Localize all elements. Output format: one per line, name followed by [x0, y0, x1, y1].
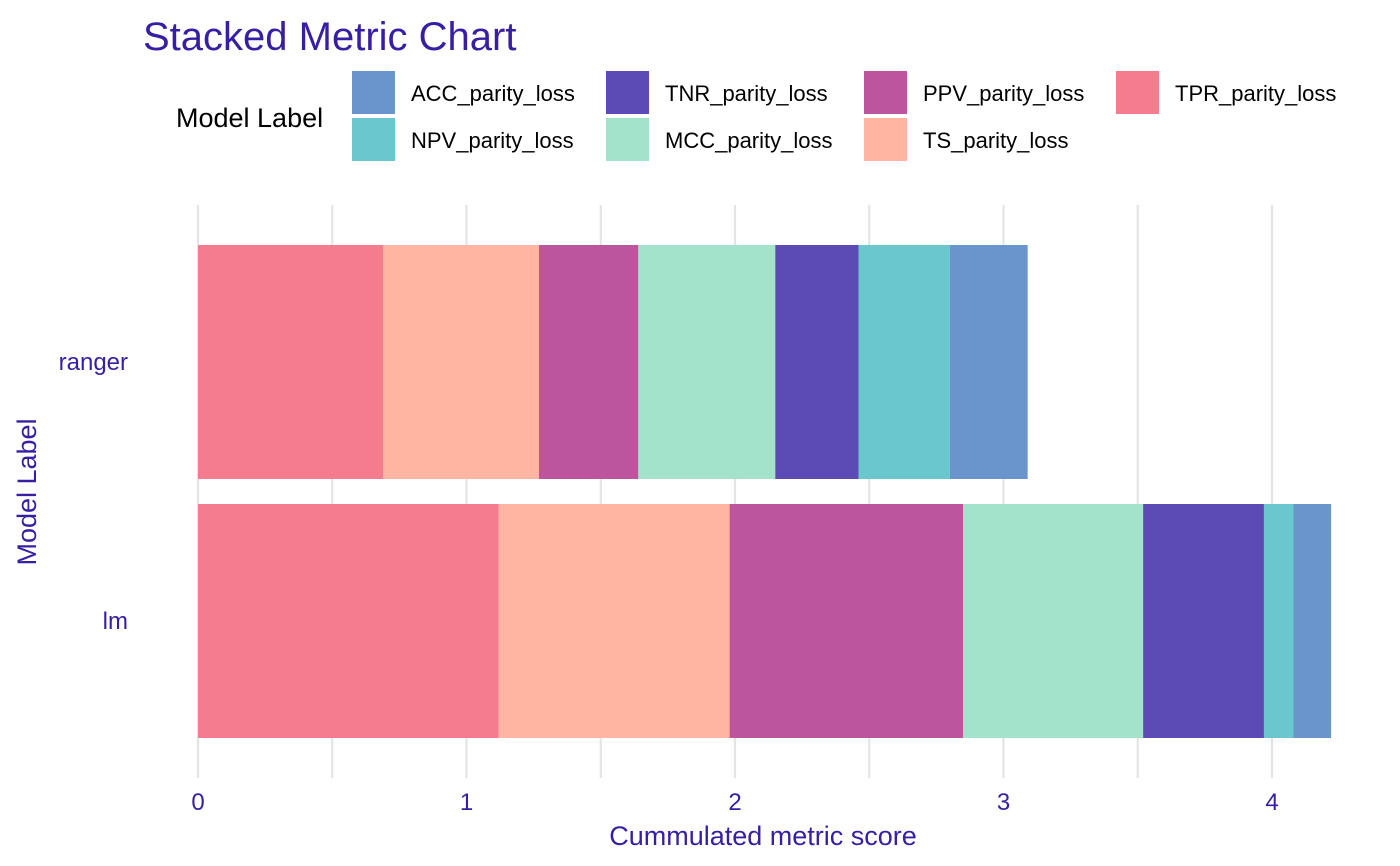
bar-ranger-ppv-parity-loss: [538, 245, 639, 479]
bar-lm-tpr-parity-loss: [198, 504, 499, 738]
legend-key-tnr-parity-loss: [606, 71, 649, 114]
legend-label-npv-parity-loss: NPV_parity_loss: [411, 128, 574, 153]
bar-ranger-tpr-parity-loss: [198, 245, 384, 479]
legend-key-acc-parity-loss: [352, 71, 395, 114]
chart-title: Stacked Metric Chart: [143, 15, 516, 59]
bars: [198, 245, 1332, 738]
legend-key-npv-parity-loss: [352, 118, 395, 161]
bar-lm-ts-parity-loss: [498, 504, 730, 738]
bar-ranger-ts-parity-loss: [383, 245, 539, 479]
bar-lm-ppv-parity-loss: [729, 504, 964, 738]
x-tick-label: 1: [460, 789, 473, 816]
legend-label-tpr-parity-loss: TPR_parity_loss: [1175, 81, 1336, 106]
x-tick-label: 3: [997, 789, 1010, 816]
legend-title: Model Label: [176, 103, 323, 133]
bar-lm-mcc-parity-loss: [963, 504, 1144, 738]
x-tick-label: 2: [728, 789, 741, 816]
legend-label-ppv-parity-loss: PPV_parity_loss: [923, 81, 1084, 106]
bar-ranger-npv-parity-loss: [858, 245, 950, 479]
x-axis-ticks: 0 1 2 3 4: [191, 789, 1278, 816]
bar-ranger-acc-parity-loss: [949, 245, 1028, 479]
y-tick-label-ranger: ranger: [59, 349, 128, 376]
legend-label-acc-parity-loss: ACC_parity_loss: [411, 81, 575, 106]
legend: Model Label ACC_parity_loss TNR_parity_lo…: [176, 71, 1336, 161]
x-tick-label: 4: [1265, 789, 1278, 816]
legend-key-ts-parity-loss: [864, 118, 907, 161]
legend-key-mcc-parity-loss: [606, 118, 649, 161]
y-tick-label-lm: lm: [103, 608, 128, 635]
bar-ranger-mcc-parity-loss: [638, 245, 776, 479]
bar-lm-acc-parity-loss: [1293, 504, 1332, 738]
legend-key-ppv-parity-loss: [864, 71, 907, 114]
y-axis-ticks: ranger lm: [59, 349, 128, 635]
x-axis-title: Cummulated metric score: [609, 821, 917, 851]
legend-label-mcc-parity-loss: MCC_parity_loss: [665, 128, 833, 153]
legend-label-tnr-parity-loss: TNR_parity_loss: [665, 81, 828, 106]
legend-label-ts-parity-loss: TS_parity_loss: [923, 128, 1069, 153]
bar-lm-tnr-parity-loss: [1143, 504, 1264, 738]
bar-ranger-tnr-parity-loss: [775, 245, 859, 479]
legend-key-tpr-parity-loss: [1116, 71, 1159, 114]
x-tick-label: 0: [191, 789, 204, 816]
bar-lm-npv-parity-loss: [1263, 504, 1294, 738]
y-axis-title: Model Label: [12, 418, 42, 565]
